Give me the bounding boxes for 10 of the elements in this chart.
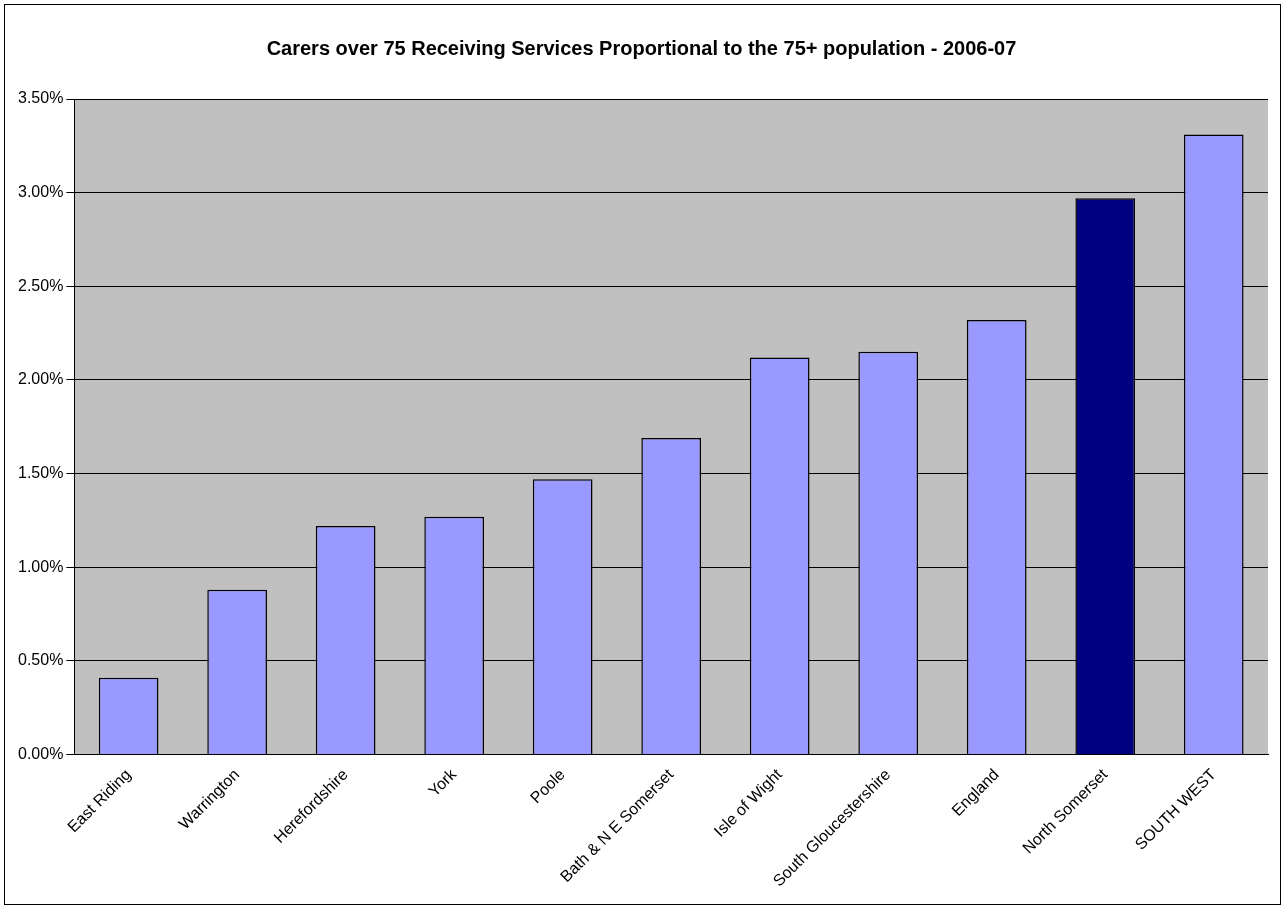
y-tick-label: 2.00%: [17, 370, 64, 388]
y-tick-label: 1.50%: [17, 463, 64, 481]
y-tick-label: 3.00%: [17, 183, 64, 201]
y-tick-label: 0.50%: [17, 651, 64, 669]
x-tick-label: York: [425, 764, 461, 800]
y-tick-label: 1.00%: [17, 557, 64, 575]
chart-title: Carers over 75 Receiving Services Proportional to the 75+ population - 2006-07: [266, 36, 1017, 59]
y-tick-label: 3.50%: [17, 89, 64, 107]
y-tick-label: 0.00%: [17, 744, 64, 762]
y-tick-label: 2.50%: [17, 276, 64, 294]
